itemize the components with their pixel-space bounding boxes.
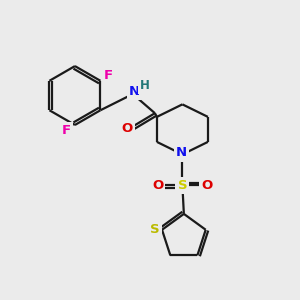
Text: F: F — [62, 124, 71, 137]
Text: F: F — [104, 69, 113, 82]
Text: S: S — [178, 179, 187, 192]
Text: H: H — [140, 79, 150, 92]
Text: O: O — [202, 179, 213, 192]
Text: O: O — [121, 122, 133, 135]
Text: N: N — [176, 146, 188, 159]
Text: S: S — [150, 223, 160, 236]
Text: O: O — [152, 179, 163, 192]
Text: N: N — [129, 85, 140, 98]
